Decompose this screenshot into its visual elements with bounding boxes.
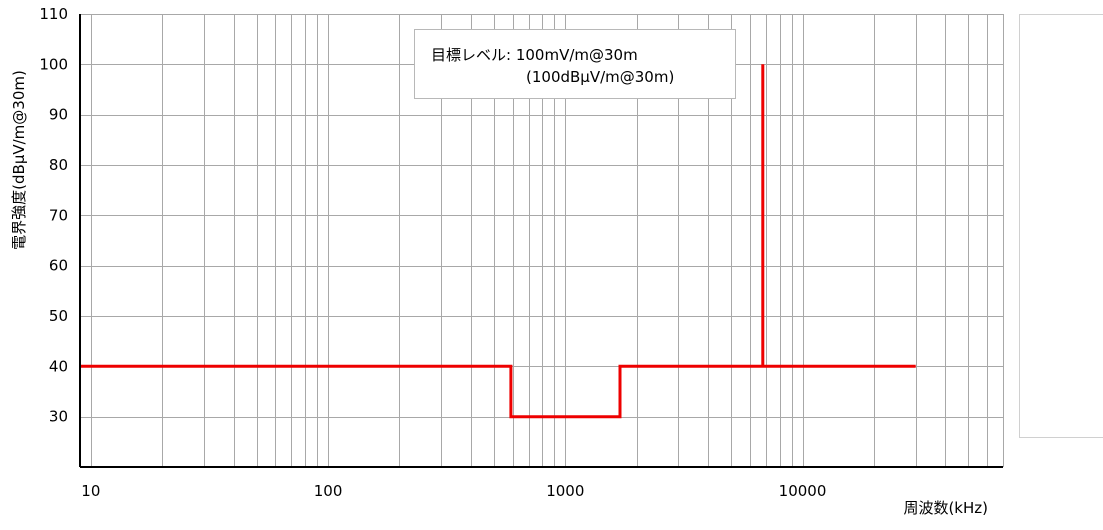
y-tick-label: 30 <box>49 408 68 426</box>
y-tick-label: 60 <box>49 257 68 275</box>
x-tick-label: 10 <box>81 482 100 500</box>
y-tick-label: 40 <box>49 357 68 375</box>
y-tick-label: 80 <box>49 156 68 174</box>
tick-labels: 30 40 50 60 70 80 90 100 110 10 100 1000 10000 <box>39 5 826 500</box>
y-axis-title: 電界強度(dBμV/m@30m) <box>10 70 28 250</box>
y-tick-label: 70 <box>49 206 68 224</box>
annotation-target-level-db: (100dBμV/m@30m) <box>526 68 675 86</box>
x-tick-label: 100 <box>314 482 343 500</box>
x-axis-title: 周波数(kHz) <box>903 499 988 517</box>
x-tick-label: 10000 <box>779 482 827 500</box>
grid-lines <box>80 14 1004 467</box>
y-tick-label: 90 <box>49 106 68 124</box>
annotation-box: 目標レベル: 100mV/m@30m (100dBμV/m@30m) <box>414 29 736 99</box>
legend-panel <box>1019 14 1103 438</box>
limit-series-line <box>80 64 916 419</box>
x-tick-label: 1000 <box>546 482 584 500</box>
y-tick-label: 50 <box>49 307 68 325</box>
y-tick-label: 100 <box>39 55 68 73</box>
axes <box>79 14 1003 468</box>
y-tick-label: 110 <box>39 5 68 23</box>
annotation-target-level: 目標レベル: 100mV/m@30m <box>431 46 638 64</box>
data-series <box>80 64 916 419</box>
